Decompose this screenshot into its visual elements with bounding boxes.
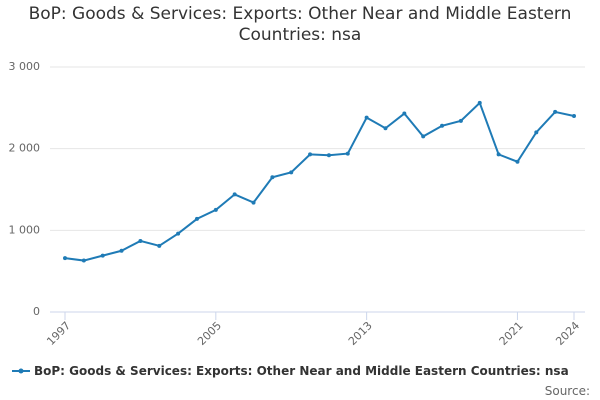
y-tick-label: 3 000 [9, 60, 41, 73]
data-point [63, 256, 67, 261]
x-tick-label: 2024 [553, 319, 582, 348]
data-point [364, 115, 369, 120]
legend-marker [12, 368, 30, 374]
data-point [289, 170, 294, 175]
data-point [345, 151, 350, 156]
data-point [308, 152, 313, 157]
data-point [572, 114, 576, 118]
data-point [383, 126, 388, 131]
data-point [213, 207, 218, 212]
x-tick-label: 2013 [346, 319, 375, 348]
data-point [402, 111, 407, 116]
source: Source: [544, 384, 590, 398]
data-point [326, 153, 331, 158]
data-point [458, 118, 463, 123]
y-tick-label: 2 000 [9, 142, 41, 155]
y-tick-label: 0 [33, 305, 40, 318]
legend-label: BoP: Goods & Services: Exports: Other Ne… [34, 364, 569, 378]
data-point [119, 248, 124, 253]
data-point [270, 175, 275, 180]
data-point [534, 130, 539, 135]
data-point [251, 200, 256, 205]
data-point [477, 100, 482, 105]
data-point [515, 159, 520, 164]
x-tick-label: 2005 [195, 319, 224, 348]
series-line [64, 101, 575, 262]
legend: BoP: Goods & Services: Exports: Other Ne… [12, 364, 569, 378]
data-point [440, 123, 445, 128]
y-tick-label: 1 000 [9, 223, 41, 236]
data-point [157, 243, 162, 248]
data-point [421, 134, 426, 139]
chart-title: BoP: Goods & Services: Exports: Other Ne… [28, 4, 572, 45]
x-tick-label: 1997 [44, 319, 73, 348]
data-point [496, 152, 501, 157]
data-point [176, 231, 181, 236]
data-point [81, 258, 86, 263]
data-point [138, 238, 143, 243]
data-point [194, 216, 199, 221]
x-tick-label: 2021 [497, 319, 526, 348]
data-point [100, 253, 105, 258]
data-point [232, 192, 237, 197]
data-point [553, 109, 558, 114]
